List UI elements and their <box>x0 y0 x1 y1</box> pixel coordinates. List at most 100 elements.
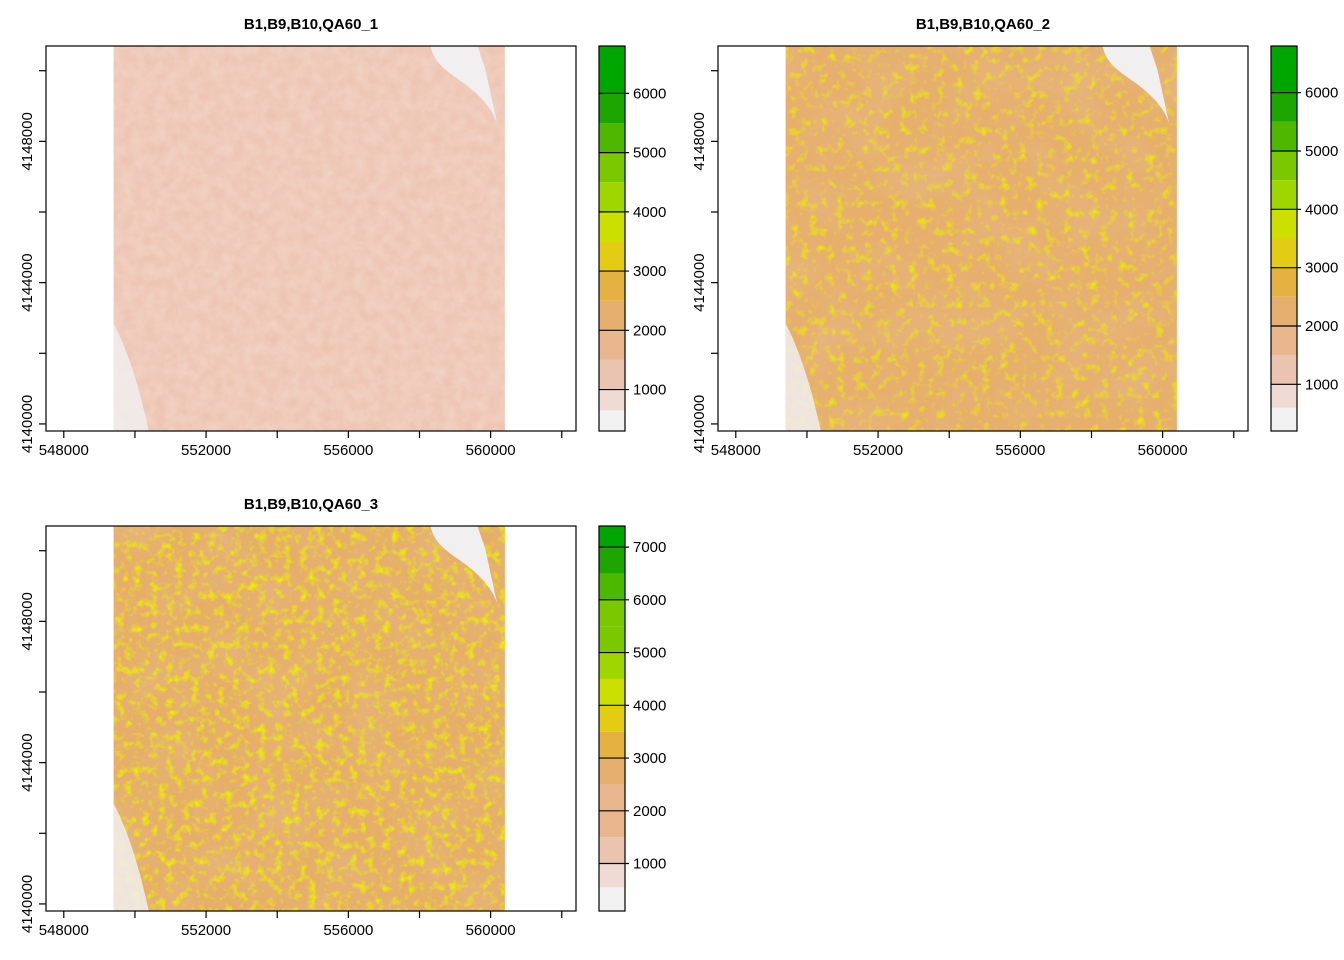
legend-bin <box>1271 355 1297 385</box>
coast-area <box>113 803 149 911</box>
legend: 1000 2000 3000 4000 5000 6000 <box>598 45 666 432</box>
raster-texture <box>113 526 505 911</box>
legend-bin <box>599 211 625 242</box>
panel-1: B1,B9,B10,QA60_1 548000 552000 556000 560000… <box>19 16 666 459</box>
legend-bin <box>1271 267 1297 297</box>
legend-bin <box>1271 384 1297 408</box>
legend-bin <box>599 626 625 653</box>
water-body <box>430 46 498 123</box>
legend-tick-label: 5000 <box>1305 143 1338 160</box>
legend-bin <box>599 652 625 679</box>
legend-frame <box>598 45 626 432</box>
legend-tick-label: 2000 <box>1305 318 1338 335</box>
legend-bin <box>599 241 625 272</box>
y-tick-label: 4144000 <box>691 253 708 311</box>
y-tick-label: 4144000 <box>19 253 36 311</box>
legend-tick-label: 5000 <box>633 645 666 662</box>
x-tick-label: 548000 <box>711 442 761 459</box>
raster-image <box>113 526 505 911</box>
y-tick-label: 4140000 <box>19 875 36 933</box>
legend-bin <box>599 526 625 548</box>
panel-title: B1,B9,B10,QA60_1 <box>244 16 378 33</box>
legend-tick-label: 4000 <box>1305 201 1338 218</box>
x-tick-label: 552000 <box>853 442 903 459</box>
raster-texture <box>113 46 505 431</box>
legend-tick-label: 1000 <box>633 856 666 873</box>
plot-frame <box>717 45 1249 432</box>
legend-bin <box>599 573 625 600</box>
legend-bin <box>599 731 625 759</box>
panel-3: B1,B9,B10,QA60_3 548000 552000 556000 560000… <box>19 496 666 939</box>
legend-bin <box>599 599 625 627</box>
legend-bin <box>599 330 625 360</box>
legend-bin <box>599 359 625 390</box>
legend-bin <box>1271 296 1297 326</box>
legend-bin <box>599 123 625 153</box>
legend-tick-label: 3000 <box>633 263 666 280</box>
legend-bin <box>1271 92 1297 122</box>
panel-title: B1,B9,B10,QA60_3 <box>244 496 378 513</box>
water-body <box>1102 46 1170 123</box>
y-tick-label: 4148000 <box>19 592 36 650</box>
y-tick-label: 4140000 <box>19 395 36 453</box>
legend-bin <box>1271 407 1297 431</box>
y-tick-label: 4148000 <box>19 112 36 170</box>
legend-tick-label: 4000 <box>633 697 666 714</box>
legend-bin <box>599 389 625 411</box>
x-tick-label: 560000 <box>1138 442 1188 459</box>
legend-bin <box>599 810 625 838</box>
legend-frame <box>598 525 626 912</box>
legend-tick-label: 2000 <box>633 322 666 339</box>
raster-texture <box>785 46 1177 431</box>
legend-tick-label: 7000 <box>633 539 666 556</box>
legend-frame <box>1270 45 1298 432</box>
legend-tick-label: 3000 <box>1305 260 1338 277</box>
legend-bin <box>1271 326 1297 356</box>
x-tick-label: 552000 <box>181 922 231 939</box>
legend-tick-label: 3000 <box>633 750 666 767</box>
legend-tick-label: 6000 <box>633 592 666 609</box>
legend-bin <box>599 784 625 811</box>
x-tick-label: 552000 <box>181 442 231 459</box>
plot-frame <box>45 45 577 432</box>
legend-bin <box>1271 121 1297 151</box>
legend-bin <box>599 887 625 911</box>
legend-tick-label: 1000 <box>1305 376 1338 393</box>
legend-tick-label: 2000 <box>633 803 666 820</box>
legend-bin <box>1271 238 1297 268</box>
x-tick-label: 560000 <box>466 442 516 459</box>
panel-title: B1,B9,B10,QA60_2 <box>916 16 1050 33</box>
legend-bin <box>599 863 625 888</box>
legend-tick-label: 4000 <box>633 204 666 221</box>
panel-2: B1,B9,B10,QA60_2 548000 552000 556000 560000… <box>691 16 1338 459</box>
legend-bin <box>599 705 625 732</box>
water-body <box>430 526 498 603</box>
legend-bin <box>599 410 625 431</box>
x-tick-label: 556000 <box>323 442 373 459</box>
legend-tick-label: 5000 <box>633 145 666 162</box>
coast-area <box>113 323 149 431</box>
y-tick-label: 4144000 <box>19 733 36 791</box>
legend-bin <box>1271 151 1297 181</box>
legend: 1000 2000 3000 4000 5000 6000 7000 <box>598 525 666 912</box>
legend-bin <box>599 271 625 301</box>
legend-bin <box>599 182 625 212</box>
legend: 1000 2000 3000 4000 5000 6000 <box>1270 45 1338 432</box>
y-tick-label: 4148000 <box>691 112 708 170</box>
coast-area <box>785 323 821 431</box>
legend-bin <box>599 837 625 864</box>
legend-bin <box>599 93 625 123</box>
legend-bin <box>599 152 625 183</box>
plot-frame <box>45 525 577 912</box>
legend-tick-label: 6000 <box>633 85 666 102</box>
legend-bin <box>599 46 625 94</box>
x-tick-label: 560000 <box>466 922 516 939</box>
x-tick-label: 548000 <box>39 922 89 939</box>
raster-image <box>785 46 1177 431</box>
legend-bin <box>599 300 625 331</box>
legend-bin <box>1271 180 1297 210</box>
x-tick-label: 548000 <box>39 442 89 459</box>
legend-tick-label: 6000 <box>1305 85 1338 102</box>
x-tick-label: 556000 <box>995 442 1045 459</box>
